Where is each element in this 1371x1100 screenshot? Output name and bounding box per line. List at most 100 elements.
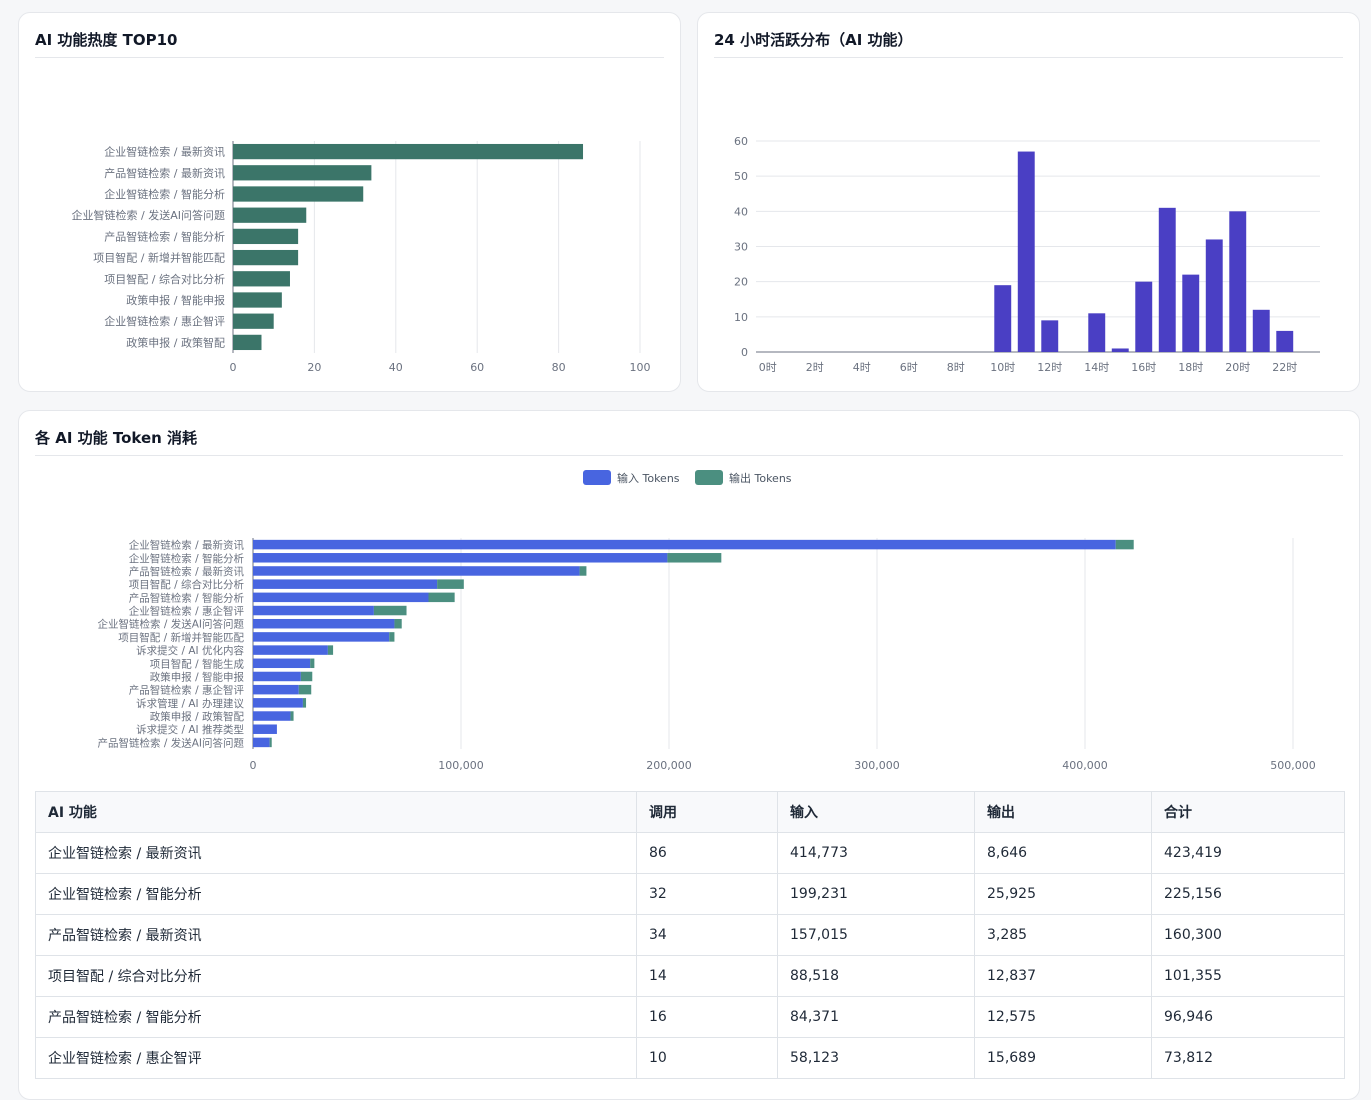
token-card: 各 AI 功能 Token 消耗 输入 Tokens 输出 Tokens 0 100,… bbox=[18, 410, 1360, 1100]
cell-output: 8,646 bbox=[974, 832, 1152, 874]
y-tick-label: 20 bbox=[734, 276, 748, 289]
bar-segment bbox=[310, 658, 315, 669]
token-title: 各 AI 功能 Token 消耗 bbox=[35, 427, 1343, 456]
bar-segment bbox=[253, 618, 395, 629]
header-input: 输入 bbox=[777, 791, 975, 833]
y-tick-label: 产品智链检索 / 惠企智评 bbox=[129, 684, 245, 697]
y-tick-label: 10 bbox=[734, 311, 748, 324]
y-tick-label: 产品智链检索 / 最新资讯 bbox=[129, 565, 245, 578]
cell-output: 3,285 bbox=[974, 914, 1152, 956]
y-tick-label: 项目智配 / 综合对比分析 bbox=[104, 272, 225, 286]
bar-segment bbox=[428, 592, 455, 603]
x-tick-label: 300,000 bbox=[854, 759, 900, 772]
bar-segment bbox=[253, 645, 328, 655]
bar-segment bbox=[269, 737, 272, 748]
bar-segment bbox=[373, 605, 407, 616]
x-tick-label: 2时 bbox=[806, 361, 824, 374]
y-tick-label: 企业智链检索 / 最新资讯 bbox=[129, 539, 245, 552]
table-row: 企业智链检索 / 智能分析 32 199,231 25,925 225,156 bbox=[35, 873, 1345, 915]
y-tick-label: 产品智链检索 / 最新资讯 bbox=[104, 166, 225, 180]
y-tick-label: 项目智配 / 新增并智能匹配 bbox=[118, 631, 244, 644]
header-output: 输出 bbox=[974, 791, 1152, 833]
bar-segment bbox=[579, 566, 587, 576]
y-tick-label: 项目智配 / 新增并智能匹配 bbox=[93, 251, 225, 265]
cell-calls: 34 bbox=[636, 914, 778, 956]
y-tick-label: 政策申报 / 智能申报 bbox=[126, 293, 225, 307]
bar-segment bbox=[437, 579, 464, 589]
top10-card: AI 功能热度 TOP10 0 20 40 60 80 100 企业智链检索 / 最新资讯产… bbox=[18, 12, 681, 392]
x-tick-label: 80 bbox=[552, 361, 566, 374]
cell-total: 160,300 bbox=[1151, 914, 1345, 956]
bar-segment bbox=[253, 737, 270, 748]
x-tick-label: 40 bbox=[389, 361, 403, 374]
header-feature: AI 功能 bbox=[35, 791, 637, 833]
table-header-row: AI 功能 调用 输入 输出 合计 bbox=[35, 791, 1345, 833]
cell-calls: 10 bbox=[636, 1037, 778, 1079]
x-tick-label: 6时 bbox=[900, 361, 918, 374]
cell-feature: 企业智链检索 / 智能分析 bbox=[35, 873, 637, 915]
y-tick-label: 企业智链检索 / 发送AI问答问题 bbox=[98, 618, 245, 631]
legend-swatch bbox=[583, 470, 611, 485]
bar-segment bbox=[290, 711, 294, 721]
y-tick-label: 企业智链检索 / 惠企智评 bbox=[104, 314, 225, 328]
legend-swatch bbox=[695, 470, 723, 485]
bar-segment bbox=[327, 645, 334, 655]
cell-total: 101,355 bbox=[1151, 955, 1345, 997]
cell-feature: 产品智链检索 / 最新资讯 bbox=[35, 914, 637, 956]
bar bbox=[1252, 309, 1270, 352]
bar bbox=[1276, 330, 1294, 352]
bar-segment bbox=[253, 592, 429, 603]
x-tick-label: 8时 bbox=[947, 361, 965, 374]
y-tick-label: 诉求管理 / AI 办理建议 bbox=[136, 697, 244, 710]
cell-output: 15,689 bbox=[974, 1037, 1152, 1079]
bar bbox=[233, 143, 584, 160]
cell-feature: 企业智链检索 / 惠企智评 bbox=[35, 1037, 637, 1079]
x-tick-label: 100,000 bbox=[438, 759, 484, 772]
table-row: 产品智链检索 / 智能分析 16 84,371 12,575 96,946 bbox=[35, 996, 1345, 1038]
cell-input: 58,123 bbox=[777, 1037, 975, 1079]
table-row: 产品智链检索 / 最新资讯 34 157,015 3,285 160,300 bbox=[35, 914, 1345, 956]
bar-segment bbox=[300, 671, 313, 682]
bar bbox=[233, 228, 299, 245]
x-tick-label: 4时 bbox=[853, 361, 871, 374]
x-tick-label: 20 bbox=[307, 361, 321, 374]
bar bbox=[1205, 239, 1223, 352]
x-tick-label: 16时 bbox=[1131, 361, 1156, 374]
y-tick-label: 40 bbox=[734, 205, 748, 218]
cell-output: 12,575 bbox=[974, 996, 1152, 1038]
header-calls: 调用 bbox=[636, 791, 778, 833]
y-tick-label: 0 bbox=[741, 346, 748, 359]
bar bbox=[233, 313, 274, 329]
x-tick-label: 0 bbox=[250, 759, 257, 772]
bar bbox=[233, 292, 282, 308]
token-table: AI 功能 调用 输入 输出 合计 企业智链检索 / 最新资讯 86 414,773… bbox=[35, 791, 1345, 1079]
bar bbox=[233, 271, 290, 287]
bar-segment bbox=[253, 579, 438, 589]
x-tick-label: 0时 bbox=[759, 361, 777, 374]
x-tick-label: 22时 bbox=[1272, 361, 1297, 374]
x-tick-label: 200,000 bbox=[646, 759, 692, 772]
y-tick-label: 产品智链检索 / 智能分析 bbox=[104, 229, 225, 243]
hourly-chart: 0 10 20 30 40 50 60 0时 2时 4时 6时 8时 10时 12时 14时 16时 18时 20… bbox=[734, 135, 1320, 374]
cell-total: 423,419 bbox=[1151, 832, 1345, 874]
y-tick-label: 产品智链检索 / 发送AI问答问题 bbox=[98, 736, 245, 749]
table-row: 企业智链检索 / 最新资讯 86 414,773 8,646 423,419 bbox=[35, 832, 1345, 874]
cell-output: 25,925 bbox=[974, 873, 1152, 915]
hourly-card: 24 小时活跃分布（AI 功能） 0 10 20 30 40 50 60 0时 2时 4时 6时 8时… bbox=[697, 12, 1360, 392]
y-tick-label: 60 bbox=[734, 135, 748, 148]
bar bbox=[1158, 207, 1176, 352]
cell-total: 225,156 bbox=[1151, 873, 1345, 915]
x-tick-label: 0 bbox=[230, 361, 237, 374]
y-tick-label: 企业智链检索 / 发送AI问答问题 bbox=[72, 208, 225, 222]
bar-segment bbox=[253, 684, 299, 695]
hourly-title: 24 小时活跃分布（AI 功能） bbox=[714, 29, 1343, 58]
bar bbox=[1041, 320, 1059, 352]
cell-input: 414,773 bbox=[777, 832, 975, 874]
legend-label: 输入 Tokens bbox=[617, 471, 680, 485]
cell-input: 157,015 bbox=[777, 914, 975, 956]
x-tick-label: 10时 bbox=[990, 361, 1015, 374]
bar-segment bbox=[394, 618, 402, 629]
bar-segment bbox=[253, 553, 668, 563]
x-tick-label: 500,000 bbox=[1270, 759, 1316, 772]
